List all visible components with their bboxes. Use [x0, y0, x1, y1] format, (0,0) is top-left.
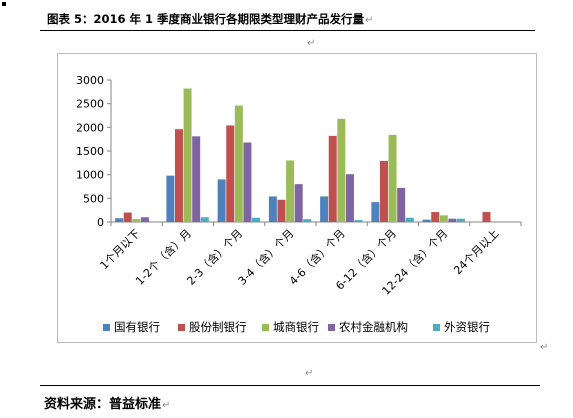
legend-label: 城商银行 [273, 320, 319, 334]
paragraph-mark: ↵ [162, 400, 171, 411]
bar [115, 218, 124, 222]
bar [397, 187, 406, 222]
bar [354, 220, 363, 222]
legend-swatch [103, 324, 110, 331]
legend-swatch [178, 324, 185, 331]
bar [345, 174, 354, 222]
bar [328, 135, 337, 222]
x-tick-label: 1个月以下 [97, 227, 142, 272]
bar [448, 218, 457, 222]
legend-label: 股份制银行 [189, 320, 247, 334]
bar [217, 179, 226, 222]
corner-mark [2, 2, 6, 6]
bar [379, 160, 388, 222]
y-tick-label: 1000 [76, 169, 104, 182]
bar [252, 217, 261, 222]
source-rule [40, 385, 540, 386]
bar [234, 105, 243, 222]
bar [123, 212, 132, 222]
bar [183, 88, 192, 223]
legend-swatch [328, 324, 335, 331]
paragraph-mark: ↵ [307, 38, 316, 49]
page-title: 图表 5：2016 年 1 季度商业银行各期限类型理财产品发行量↵ [47, 12, 374, 26]
legend-label: 农村金融机构 [339, 320, 408, 334]
bar [200, 217, 209, 222]
y-tick-label: 2000 [76, 121, 104, 134]
bar [166, 175, 175, 222]
bar [439, 215, 448, 222]
bar [320, 196, 329, 222]
y-tick-label: 3000 [76, 74, 104, 87]
x-tick-label: 24个月以上 [451, 227, 501, 277]
bar [174, 129, 183, 222]
bar [286, 160, 295, 222]
legend-label: 国有银行 [114, 320, 160, 334]
source-note: 资料来源：普益标准↵ [44, 397, 171, 412]
bar [132, 219, 141, 222]
bar [294, 184, 303, 222]
legend-swatch [433, 324, 440, 331]
paragraph-mark: ↵ [305, 368, 314, 379]
bar [388, 134, 397, 222]
bar [405, 217, 414, 222]
y-tick-label: 2500 [76, 98, 104, 111]
y-tick-label: 0 [97, 216, 104, 229]
bar [243, 142, 252, 222]
title-rule [40, 30, 535, 31]
y-tick-label: 1500 [76, 145, 104, 158]
legend-swatch [262, 324, 269, 331]
legend-label: 外资银行 [444, 320, 490, 334]
bar [192, 136, 201, 222]
bar [337, 118, 346, 222]
bar [268, 196, 277, 222]
bar [371, 202, 380, 222]
bar [303, 219, 312, 222]
bar [457, 218, 466, 222]
bar [422, 219, 431, 222]
paragraph-mark: ↵ [365, 15, 374, 26]
y-tick-label: 500 [83, 192, 104, 205]
paragraph-mark: ↵ [540, 342, 549, 353]
bar [226, 125, 235, 222]
bar [277, 199, 286, 222]
bar [482, 212, 491, 222]
bar [431, 212, 440, 222]
bar [140, 217, 149, 222]
